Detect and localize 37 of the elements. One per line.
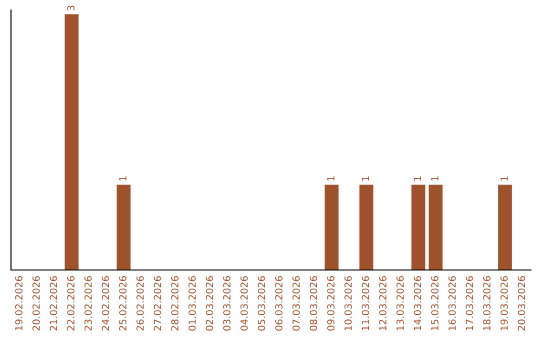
x-tick-label: 16.03.2026 bbox=[448, 276, 456, 330]
x-tick-label: 26.02.2026 bbox=[136, 276, 144, 331]
x-tick-label: 18.03.2026 bbox=[483, 276, 490, 330]
x-tick-label: 19.02.2026 bbox=[15, 276, 22, 330]
data-label: 3 bbox=[67, 6, 74, 10]
x-tick-label: 07.03.2026 bbox=[292, 276, 300, 331]
x-tick-label: 15.03.2026 bbox=[431, 276, 438, 330]
x-tick-label: 02.03.2026 bbox=[206, 276, 214, 331]
x-tick-label: 05.03.2026 bbox=[258, 276, 266, 331]
x-tick-label: 25.02.2026 bbox=[119, 276, 126, 331]
data-label: 1 bbox=[431, 176, 438, 181]
data-label: 1 bbox=[414, 176, 422, 181]
x-tick-label: 14.03.2026 bbox=[414, 276, 422, 330]
x-tick-label: 09.03.2026 bbox=[327, 276, 334, 331]
data-label: 1 bbox=[327, 176, 334, 181]
x-tick-label: 04.03.2026 bbox=[240, 276, 248, 331]
x-tick-label: 21.02.2026 bbox=[50, 276, 58, 331]
x-tick-label: 06.03.2026 bbox=[275, 276, 282, 331]
x-tick-label: 12.03.2026 bbox=[379, 276, 386, 330]
x-tick-label: 24.02.2026 bbox=[102, 276, 110, 331]
x-tick-label: 19.03.2026 bbox=[500, 276, 508, 330]
data-label: 1 bbox=[500, 176, 508, 181]
x-tick-label: 20.03.2026 bbox=[518, 276, 526, 331]
x-tick-label: 22.02.2026 bbox=[67, 276, 74, 331]
x-tick-label: 20.02.2026 bbox=[32, 276, 40, 331]
data-label: 1 bbox=[362, 176, 370, 181]
x-tick-label: 01.03.2026 bbox=[188, 276, 196, 331]
x-tick-label: 23.02.2026 bbox=[84, 276, 92, 331]
x-tick-label: 03.03.2026 bbox=[223, 276, 230, 331]
x-tick-label: 10.03.2026 bbox=[344, 276, 352, 330]
x-tick-label: 08.03.2026 bbox=[310, 276, 318, 331]
x-tick-label: 11.03.2026 bbox=[362, 276, 370, 330]
x-tick-label: 28.02.2026 bbox=[171, 276, 178, 331]
data-label: 1 bbox=[119, 176, 126, 181]
x-tick-label: 27.02.2026 bbox=[154, 276, 162, 331]
x-tick-label: 17.03.2026 bbox=[466, 276, 474, 330]
x-tick-label: 13.03.2026 bbox=[396, 276, 404, 330]
